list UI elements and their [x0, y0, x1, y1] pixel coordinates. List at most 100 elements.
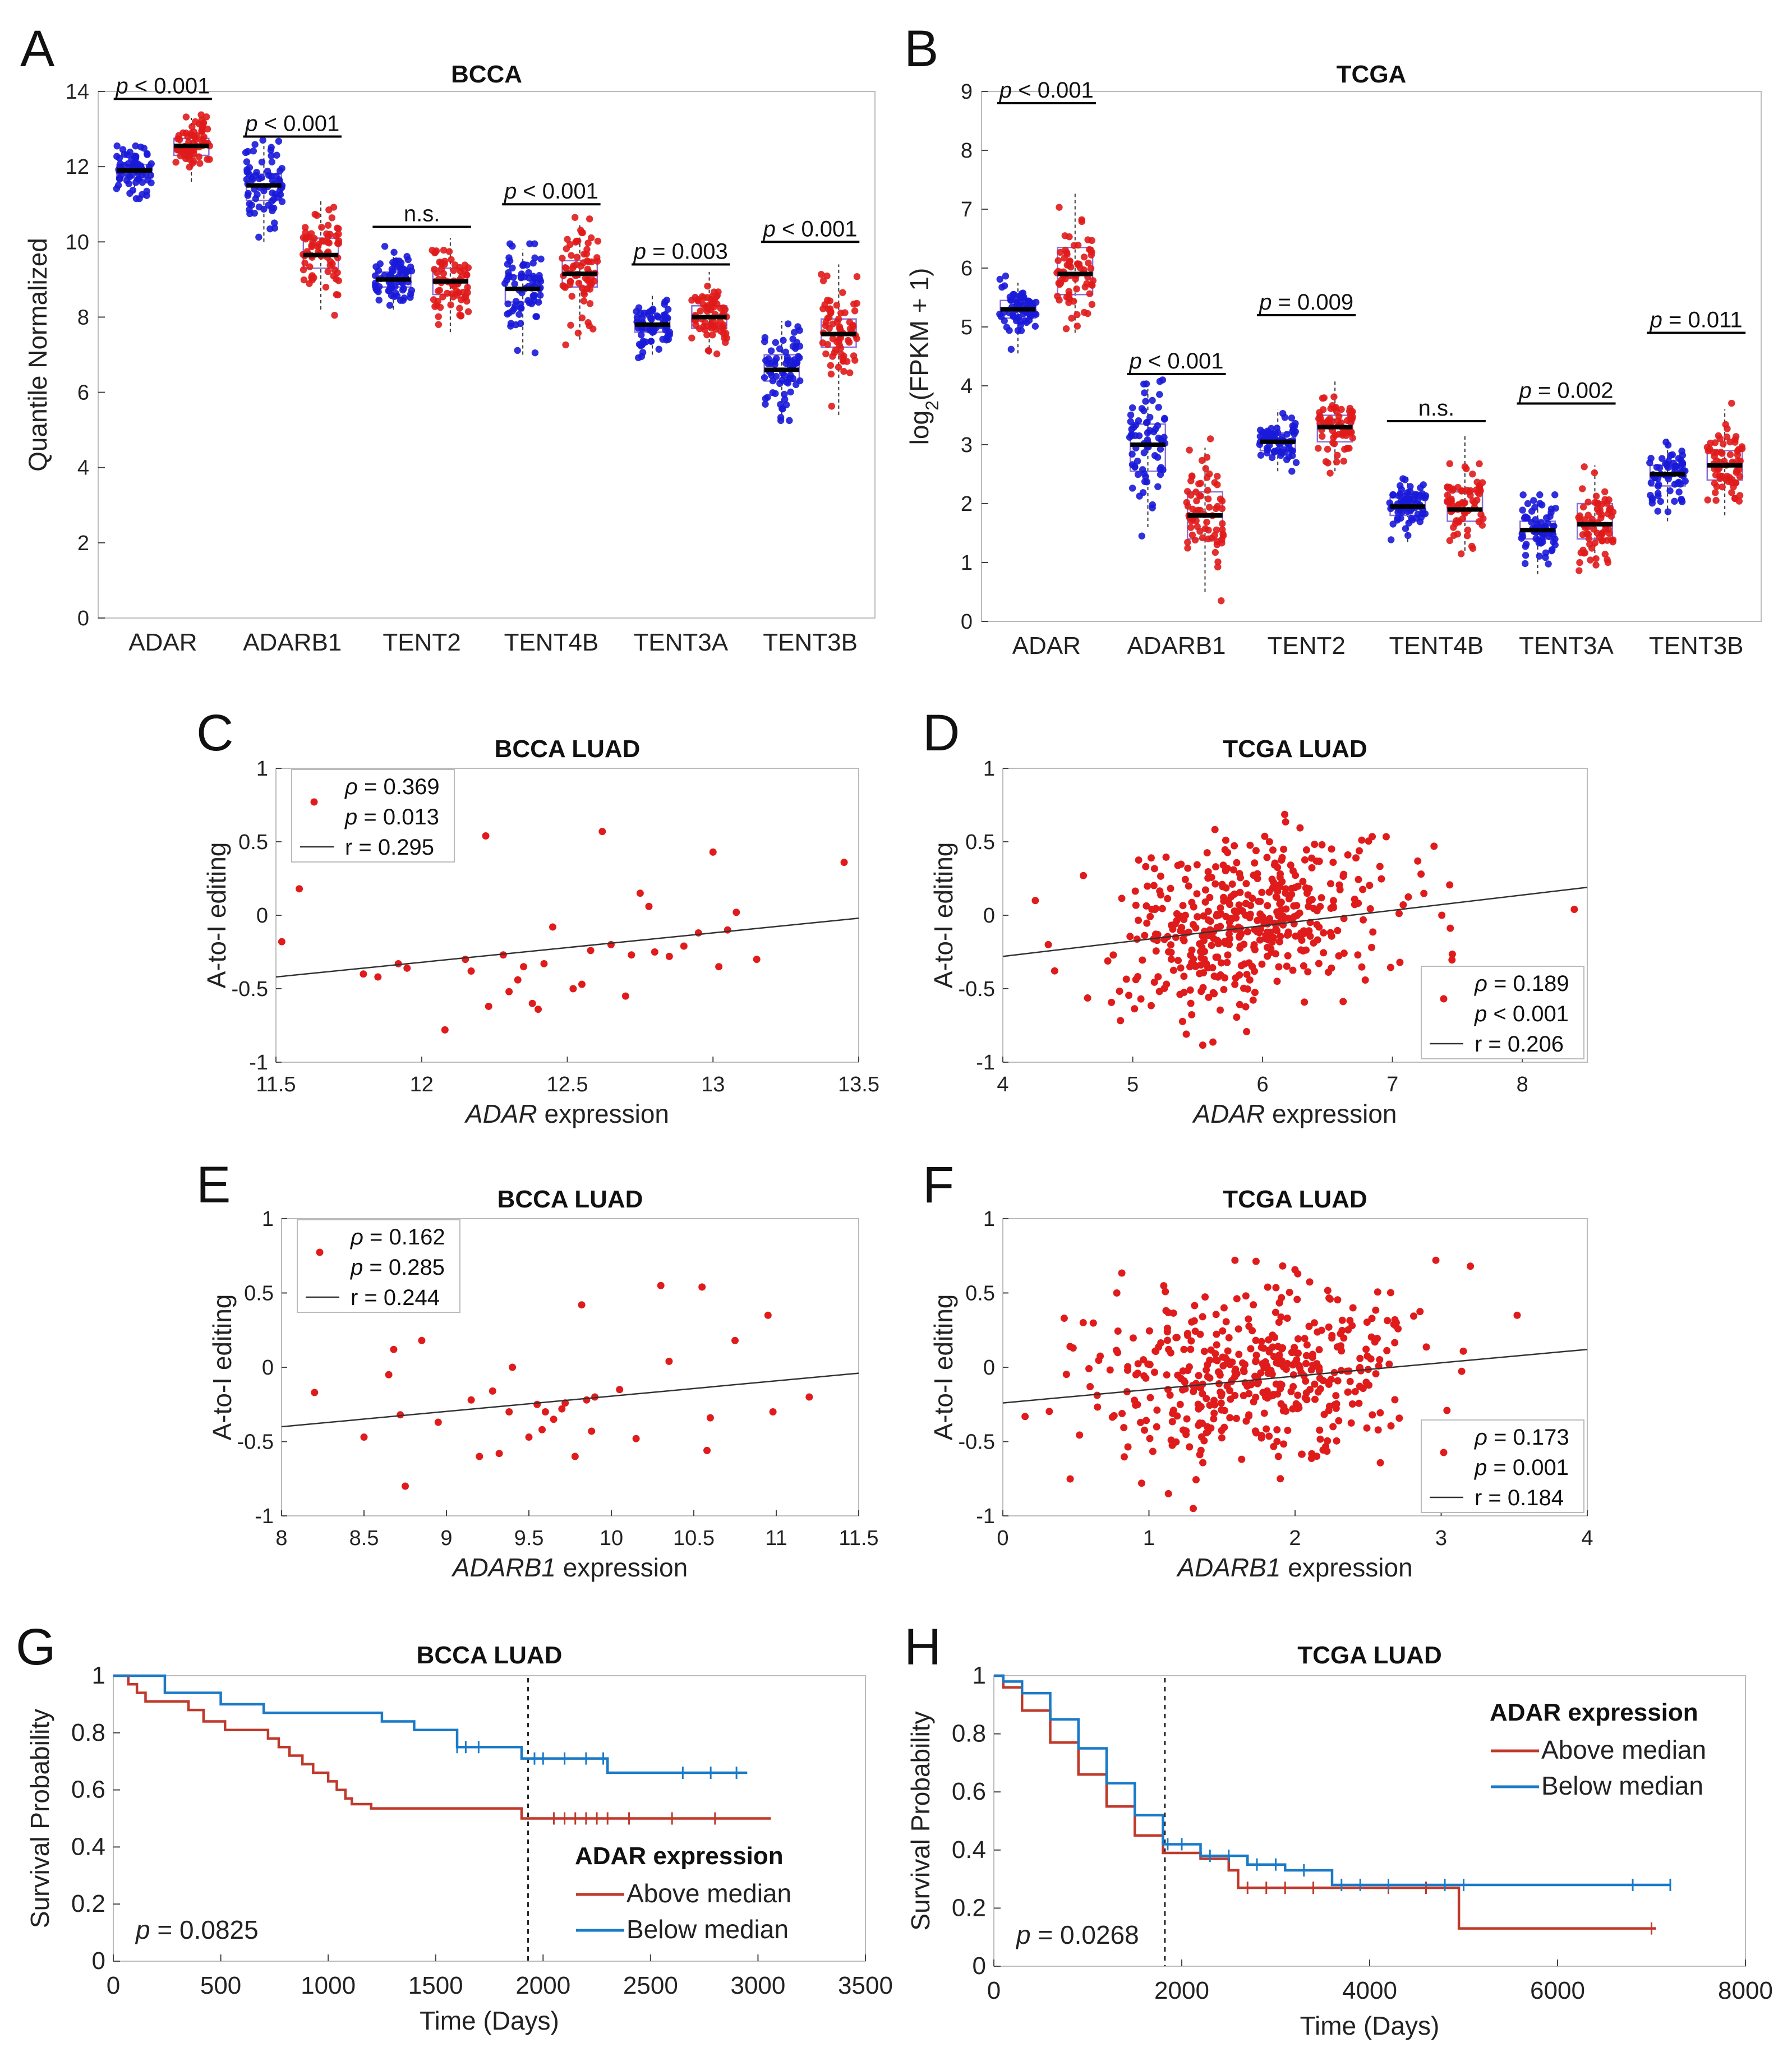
data-point — [1065, 288, 1072, 295]
data-point — [790, 329, 798, 336]
data-point — [1536, 491, 1544, 499]
y-tick-label: 0 — [983, 1356, 995, 1380]
data-point — [1243, 970, 1251, 978]
data-point — [381, 243, 389, 250]
data-point — [1233, 1013, 1241, 1021]
data-point — [258, 158, 266, 166]
data-point — [1180, 1377, 1188, 1385]
data-point — [581, 291, 588, 298]
chart-f-scatter-tcga-adarb1: TCGA LUAD 0 1 2 3 4 1 0.5 0 -0.5 -1 ADARB1 expressi… — [929, 1186, 1593, 1582]
data-point — [271, 224, 279, 232]
data-point — [1174, 861, 1182, 869]
x-tick-label: 3000 — [730, 1972, 785, 1999]
data-point — [1289, 1371, 1297, 1379]
data-point — [1671, 465, 1679, 473]
data-point — [1272, 1380, 1280, 1388]
data-point — [1142, 1374, 1150, 1382]
data-point — [1258, 960, 1266, 968]
data-point — [1296, 824, 1304, 832]
data-point — [1450, 532, 1458, 539]
data-point — [1264, 1283, 1272, 1291]
data-point — [431, 266, 438, 273]
data-point — [467, 967, 475, 975]
data-point — [1277, 1313, 1285, 1321]
data-point — [1223, 1382, 1231, 1390]
data-point — [1265, 838, 1273, 846]
data-point — [1654, 490, 1662, 497]
data-point — [1246, 976, 1254, 984]
y-tick-label: -1 — [249, 1051, 268, 1075]
data-point — [1711, 479, 1719, 487]
x-tick-label: 6000 — [1530, 1977, 1585, 2004]
y-tick-label: 0.5 — [965, 1282, 995, 1306]
data-point — [1003, 324, 1011, 331]
y-tick-label: 0.6 — [952, 1778, 986, 1805]
data-point — [514, 347, 521, 354]
data-point — [1293, 1295, 1301, 1303]
data-point — [762, 395, 769, 403]
data-point — [1335, 952, 1343, 960]
data-point — [1196, 528, 1204, 535]
data-point — [1473, 478, 1481, 486]
data-point — [1314, 936, 1321, 944]
data-point — [1443, 1407, 1451, 1414]
data-point — [1474, 488, 1481, 496]
data-point — [835, 338, 843, 345]
data-point — [1114, 1327, 1122, 1335]
data-point — [1417, 484, 1424, 491]
data-point — [189, 159, 196, 167]
data-point — [1284, 1427, 1292, 1435]
data-point — [1339, 872, 1347, 880]
data-point — [1257, 1338, 1265, 1345]
data-point — [796, 343, 804, 350]
data-point — [529, 273, 537, 280]
data-point — [430, 296, 437, 303]
data-point — [1716, 472, 1724, 479]
data-point — [1728, 399, 1735, 407]
y-tick-label: 1 — [983, 757, 995, 781]
data-point — [1404, 893, 1412, 901]
data-point — [505, 254, 513, 261]
data-point — [1366, 882, 1374, 889]
legend-entry: Above median — [1541, 1735, 1706, 1764]
data-point — [1198, 457, 1206, 464]
y-axis-label: Quantile Normalized — [23, 238, 52, 472]
data-point — [997, 313, 1005, 320]
data-point — [1016, 292, 1024, 299]
panel-label-b: B — [904, 20, 938, 77]
data-point — [1186, 446, 1193, 454]
y-axis-label: Survival Probability — [906, 1711, 935, 1930]
data-point — [1187, 951, 1195, 959]
data-point — [335, 239, 342, 247]
data-point — [1031, 897, 1039, 905]
data-point — [1249, 996, 1257, 1004]
data-point — [1218, 1390, 1226, 1398]
data-point — [192, 118, 199, 126]
data-point — [1088, 237, 1095, 245]
data-point — [1282, 905, 1290, 913]
data-point — [1447, 924, 1454, 932]
data-point — [1333, 1343, 1341, 1351]
data-point — [448, 290, 455, 298]
data-point — [126, 149, 133, 156]
y-tick-label: 0.2 — [952, 1894, 986, 1921]
data-point — [651, 948, 658, 956]
data-point — [1324, 445, 1332, 453]
data-point — [324, 268, 331, 275]
data-point — [616, 1386, 624, 1394]
data-point — [1146, 427, 1154, 434]
data-point — [1149, 396, 1156, 404]
data-point — [1335, 1417, 1343, 1424]
data-point — [1056, 204, 1063, 211]
data-point — [786, 417, 793, 425]
data-point — [1280, 914, 1288, 922]
data-point — [1204, 868, 1212, 875]
data-point — [311, 1389, 319, 1396]
data-point — [1513, 1311, 1521, 1319]
data-point — [1585, 535, 1592, 542]
data-point — [1218, 497, 1226, 505]
data-point — [243, 176, 250, 183]
y-tick-label: 0 — [983, 904, 995, 928]
chart-c-scatter-bcca-adar: BCCA LUAD 11.5 12 12.5 13 13.5 1 0.5 0 -0.5 -1 ADAR… — [202, 735, 879, 1128]
data-point — [1220, 985, 1228, 993]
